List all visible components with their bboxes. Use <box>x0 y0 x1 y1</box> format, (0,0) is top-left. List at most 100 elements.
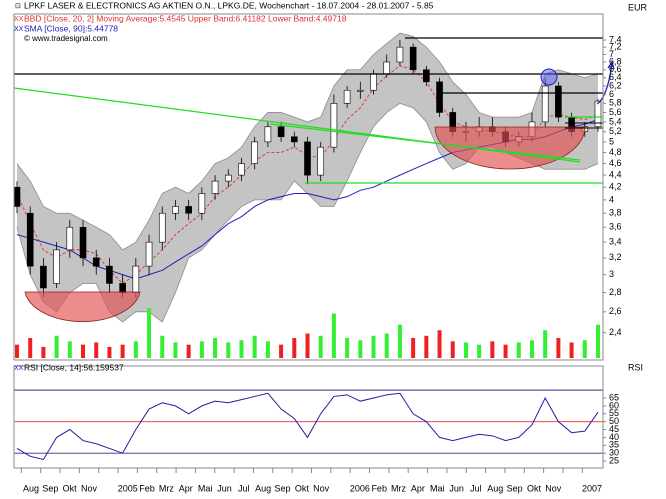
candle-body <box>145 241 153 267</box>
x-tick-label: Aug <box>255 483 271 493</box>
bottom-shape <box>434 126 586 170</box>
y-tick-label: 5 <box>609 136 614 146</box>
x-tick-label: Aug <box>487 483 503 493</box>
chart-title: LPKF LASER & ELECTRONICS AG AKTIEN O.N.,… <box>24 0 434 10</box>
y-tick-label: 3 <box>609 269 614 279</box>
x-tick-label: Sep <box>42 483 58 493</box>
volume-bar <box>28 338 33 358</box>
y-axis-label: RSI <box>628 362 643 372</box>
y-tick-label: 4 <box>609 194 614 204</box>
volume-bar <box>371 335 376 358</box>
credit: © www.tradesignal.com <box>24 34 108 43</box>
y-tick-label: 3,8 <box>609 208 622 218</box>
x-tick-label: Apr <box>411 483 425 493</box>
volume-bar <box>556 338 561 358</box>
volume-bar <box>516 342 521 358</box>
icon: XX <box>14 26 24 33</box>
volume-bar <box>358 340 363 358</box>
arrow <box>596 63 613 105</box>
y-tick-label: 6,6 <box>609 64 622 74</box>
y-tick-label: 2,8 <box>609 287 622 297</box>
y-tick-label: 35 <box>609 440 619 450</box>
volume-bar <box>543 330 548 358</box>
rsi-line <box>16 392 599 461</box>
y-tick-label: 3,2 <box>609 252 622 262</box>
volume-bar <box>133 341 138 358</box>
peak-marker <box>540 68 558 86</box>
x-tick-label: Jun <box>449 483 464 493</box>
icon: XX <box>14 365 24 372</box>
y-tick-label: 5,2 <box>609 126 622 136</box>
volume-bar <box>490 341 495 358</box>
y-axis-label: EUR <box>628 2 648 12</box>
candle-body <box>158 212 166 243</box>
x-tick-label: Mai <box>198 483 213 493</box>
volume-bar <box>463 342 468 358</box>
y-tick-label: 2,4 <box>609 327 622 337</box>
volume-bar <box>318 335 323 358</box>
y-tick-label: 7 <box>609 49 614 59</box>
candle-body <box>79 226 87 259</box>
x-tick-label: Nov <box>545 483 562 493</box>
volume-bar <box>67 341 72 358</box>
indicator-label: BBD [Close, 20, 2] Moving Average:5.4545… <box>24 13 347 23</box>
candle-body <box>370 73 377 91</box>
y-tick-label: 60 <box>609 400 619 410</box>
candle-body <box>185 206 192 214</box>
candle-body <box>92 257 100 267</box>
candle-body <box>172 206 179 214</box>
candle-body <box>409 46 417 71</box>
candle-body <box>224 174 232 182</box>
x-tick-label: 2005 <box>118 483 138 493</box>
volume-bar <box>596 324 600 358</box>
volume-bar <box>477 344 482 358</box>
y-tick-label: 6,8 <box>609 56 622 66</box>
y-tick-label: 4,6 <box>609 158 622 168</box>
candle-body <box>594 100 602 128</box>
candle-body <box>26 212 34 267</box>
candle-body <box>343 89 351 104</box>
y-tick-label: 7,4 <box>609 34 622 44</box>
x-tick-label: Mrz <box>159 483 174 493</box>
candle-body <box>53 249 60 284</box>
volume-bar <box>173 342 178 358</box>
y-tick-label: 5,8 <box>609 98 622 108</box>
candle-body <box>251 141 258 164</box>
x-tick-label: Jul <box>470 483 482 493</box>
volume-bar <box>279 344 284 358</box>
y-tick-label: 6,4 <box>609 72 622 82</box>
candle-body <box>198 193 206 214</box>
x-tick-label: Jul <box>238 483 250 493</box>
y-tick-label: 3,6 <box>609 222 622 232</box>
x-tick-label: Mrz <box>391 483 406 493</box>
candle-body <box>555 85 562 118</box>
y-tick-label: 40 <box>609 432 619 442</box>
y-tick-label: 4,8 <box>609 147 622 157</box>
volume-bar <box>226 342 231 358</box>
y-tick-label: 4,2 <box>609 182 622 192</box>
candle-body <box>290 136 298 143</box>
y-tick-label: 30 <box>609 448 619 458</box>
volume-bar <box>160 335 165 358</box>
y-tick-label: 65 <box>609 392 619 402</box>
x-tick-label: 2007 <box>582 483 602 493</box>
y-tick-label: 45 <box>609 424 619 434</box>
x-tick-label: Apr <box>179 483 193 493</box>
x-tick-label: Okt <box>63 483 78 493</box>
y-tick-label: 25 <box>609 455 619 465</box>
candle-body <box>106 265 113 284</box>
x-tick-label: Okt <box>527 483 542 493</box>
candle-body <box>66 226 74 251</box>
volume-bar <box>81 344 86 358</box>
candle-body <box>211 180 219 194</box>
y-tick-label: 6,2 <box>609 80 622 90</box>
upper-band <box>16 32 599 251</box>
volume-bar <box>199 341 204 358</box>
volume-bar <box>437 330 442 358</box>
x-tick-label: Sep <box>274 483 290 493</box>
icon: XX <box>14 16 24 23</box>
volume-bar <box>239 340 244 358</box>
candle-body <box>330 103 338 148</box>
candle-body <box>40 265 47 289</box>
